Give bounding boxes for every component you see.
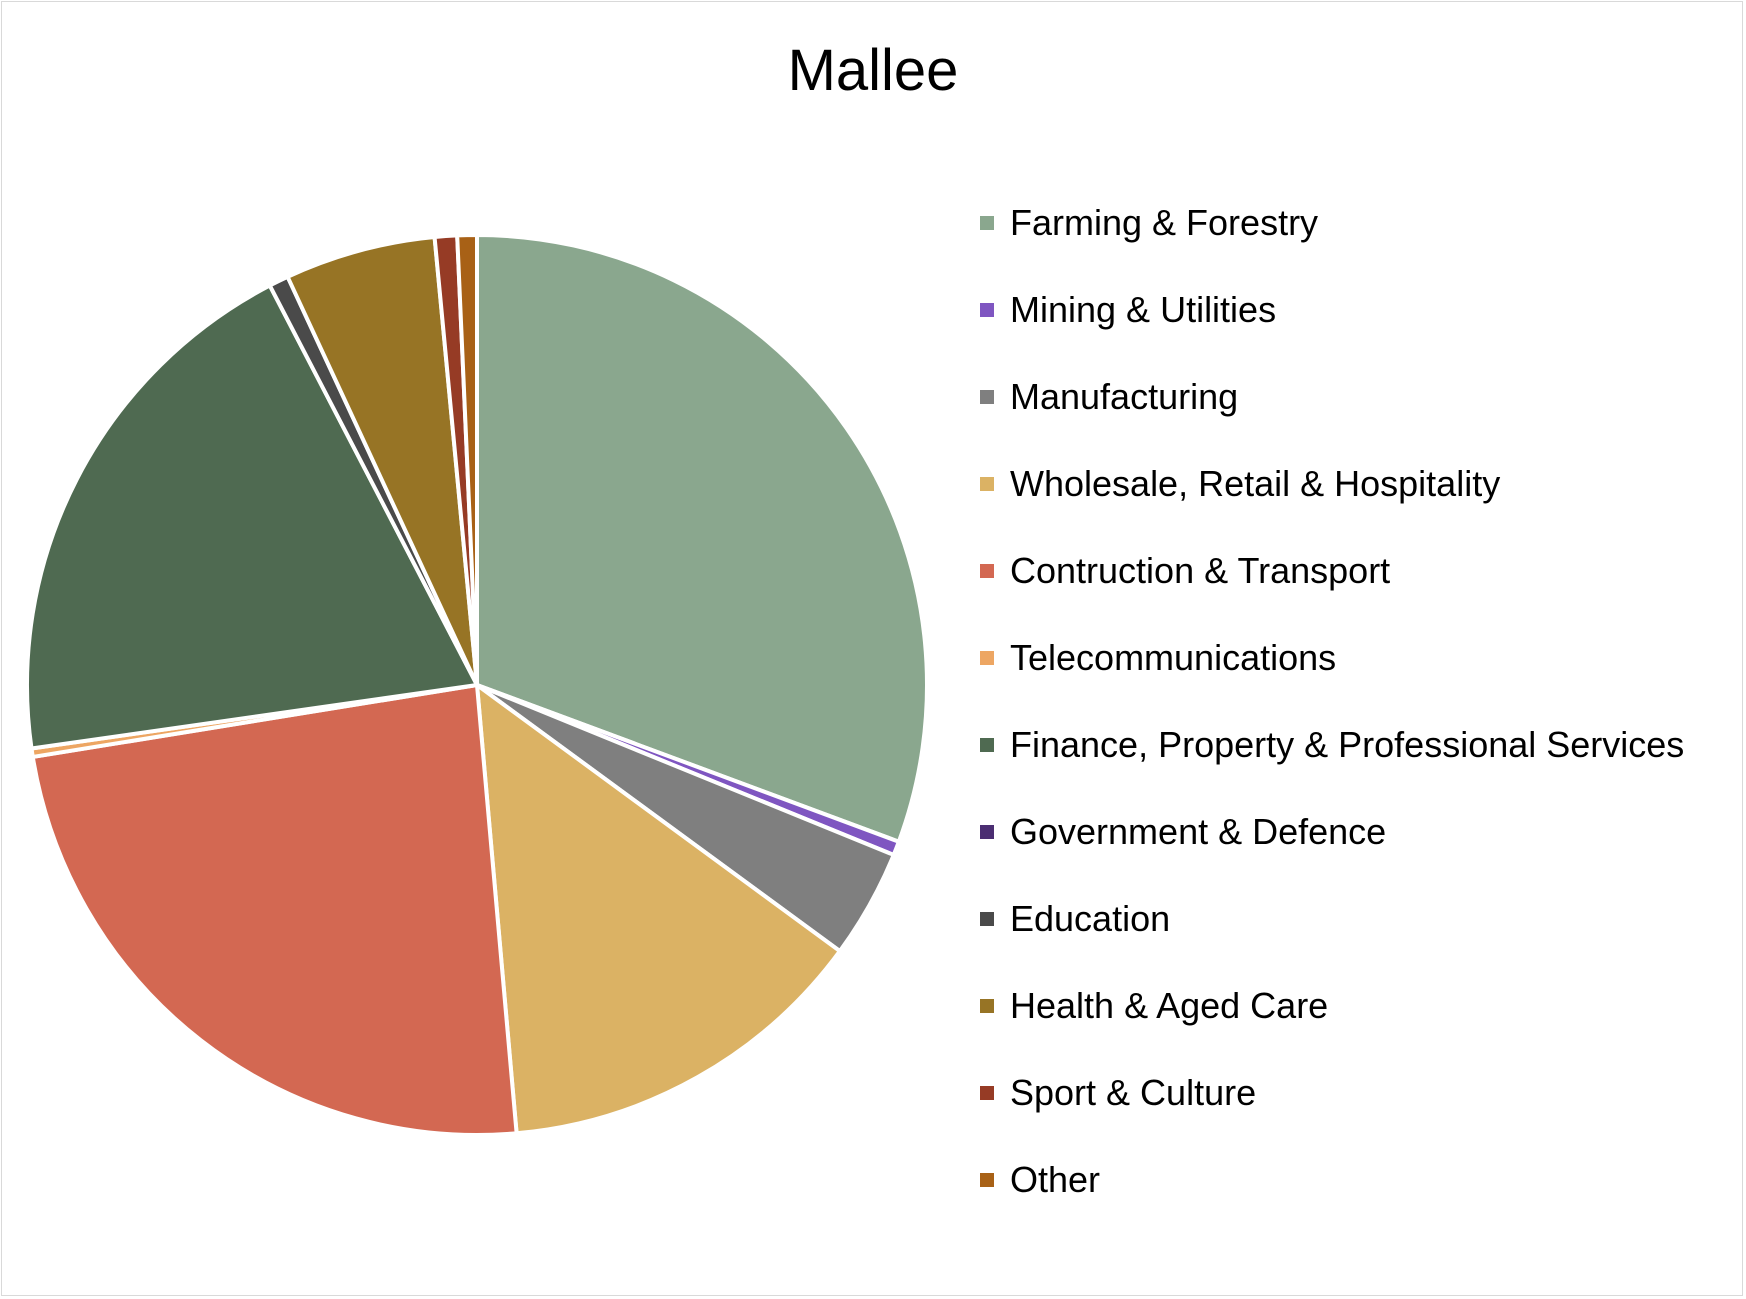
legend-item-telecommunications: Telecommunications	[980, 635, 1720, 722]
legend: Farming & Forestry Mining & Utilities Manu…	[980, 200, 1720, 1244]
pie-slice-wholesale-retail-and-hospitality	[475, 683, 842, 1136]
legend-label: Finance, Property & Professional Service…	[1010, 724, 1685, 765]
legend-swatch	[980, 564, 994, 578]
legend-swatch	[980, 999, 994, 1013]
pie-slice-contruction-and-transport	[30, 683, 519, 1137]
legend-label: Education	[1010, 898, 1171, 939]
legend-swatch	[980, 477, 994, 491]
legend-swatch	[980, 912, 994, 926]
legend-item-manufacturing: Manufacturing	[980, 374, 1720, 461]
legend-label: Other	[1010, 1159, 1101, 1200]
legend-swatch	[980, 738, 994, 752]
legend-swatch	[980, 216, 994, 230]
legend-label: Manufacturing	[1010, 376, 1239, 417]
legend-label: Wholesale, Retail & Hospitality	[1010, 463, 1501, 504]
legend-item-wholesale-retail-and-hospitality: Wholesale, Retail & Hospitality	[980, 461, 1720, 548]
legend-item-other: Other	[980, 1157, 1720, 1244]
legend-swatch	[980, 651, 994, 665]
legend-item-government-and-defence: Government & Defence	[980, 809, 1720, 896]
legend-swatch	[980, 390, 994, 404]
legend-item-finance-property-and-professional-services: Finance, Property & Professional Service…	[980, 722, 1720, 809]
legend-swatch	[980, 1086, 994, 1100]
legend-label: Health & Aged Care	[1010, 985, 1329, 1026]
legend-item-education: Education	[980, 896, 1720, 983]
legend-label: Farming & Forestry	[1010, 202, 1319, 243]
legend-label: Sport & Culture	[1010, 1072, 1257, 1113]
chart-title: Mallee	[787, 38, 959, 103]
legend-swatch	[980, 303, 994, 317]
legend-item-sport-and-culture: Sport & Culture	[980, 1070, 1720, 1157]
pie-slice-other	[455, 233, 479, 687]
legend-swatch	[980, 825, 994, 839]
legend-label: Contruction & Transport	[1010, 550, 1391, 591]
legend-label: Telecommunications	[1010, 637, 1337, 678]
legend-label: Mining & Utilities	[1010, 289, 1277, 330]
legend-item-farming-and-forestry: Farming & Forestry	[980, 200, 1720, 287]
pie-slice-health-and-aged-care	[285, 235, 479, 687]
legend-item-contruction-and-transport: Contruction & Transport	[980, 548, 1720, 635]
legend-item-health-and-aged-care: Health & Aged Care	[980, 983, 1720, 1070]
pie-slices	[25, 233, 929, 1137]
legend-swatch	[980, 1173, 994, 1187]
pie-slice-farming-and-forestry	[475, 233, 929, 844]
legend-label: Government & Defence	[1010, 811, 1387, 852]
pie-slice-finance-property-and-professional-services	[25, 283, 479, 751]
legend-item-mining-and-utilities: Mining & Utilities	[980, 287, 1720, 374]
